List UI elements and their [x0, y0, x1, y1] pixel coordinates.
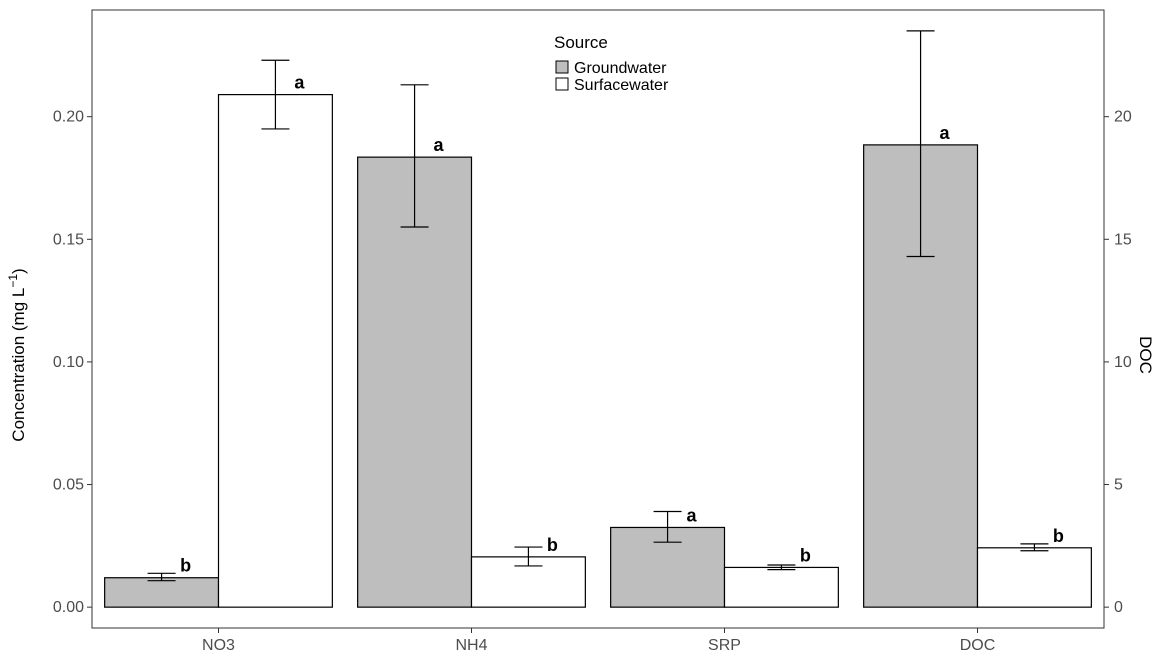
y2-tick-label-2: 10 — [1114, 354, 1132, 371]
bar-groundwater-no3 — [104, 577, 220, 608]
y-axis-title-superscript: −1 — [6, 274, 20, 288]
legend-key-surfacewater — [555, 77, 569, 91]
x-tick-label-no3: NO3 — [202, 637, 235, 654]
significance-labels-group: b a a a a b b b — [180, 73, 1064, 576]
y-axis-right: 0 5 10 15 20 — [1104, 109, 1132, 616]
legend-title: Source — [554, 33, 608, 52]
y-tick-label-0: 0.00 — [53, 599, 84, 616]
significance-label-surfacewater-srp: b — [800, 545, 811, 565]
bar-surfacewater-srp — [723, 566, 839, 608]
y-axis-title: Concentration (mg L−1) — [6, 268, 28, 441]
errorbars-group — [147, 30, 1049, 582]
y-axis-left: 0.00 0.05 0.10 0.15 0.20 — [53, 109, 92, 616]
y-axis-title-close: ) — [9, 268, 28, 274]
bar-surfacewater-doc — [976, 547, 1092, 608]
x-tick-label-srp: SRP — [708, 637, 741, 654]
y2-tick-label-4: 20 — [1114, 109, 1132, 126]
legend-key-groundwater — [555, 60, 569, 74]
y2-axis-title: DOC — [1136, 336, 1155, 374]
legend-label-groundwater: Groundwater — [574, 60, 667, 77]
significance-label-groundwater-no3: b — [180, 556, 191, 576]
legend: Source Groundwater Surfacewater — [554, 33, 669, 94]
legend-label-surfacewater: Surfacewater — [574, 77, 669, 94]
y-tick-label-3: 0.15 — [53, 231, 84, 248]
x-axis: NO3 NH4 SRP DOC — [202, 628, 995, 654]
bar-surfacewater-no3 — [217, 94, 333, 608]
y-tick-label-4: 0.20 — [53, 109, 84, 126]
significance-label-groundwater-nh4: a — [434, 135, 445, 155]
y2-tick-label-3: 15 — [1114, 231, 1132, 248]
y2-tick-label-1: 5 — [1114, 477, 1123, 494]
x-tick-label-nh4: NH4 — [455, 637, 487, 654]
y-tick-label-2: 0.10 — [53, 354, 84, 371]
significance-label-surfacewater-no3: a — [294, 73, 305, 93]
x-tick-label-doc: DOC — [960, 637, 996, 654]
y-tick-label-1: 0.05 — [53, 477, 84, 494]
significance-label-surfacewater-nh4: b — [547, 535, 558, 555]
y-axis-title-main: Concentration (mg L — [9, 288, 28, 442]
significance-label-groundwater-doc: a — [940, 123, 951, 143]
significance-label-surfacewater-doc: b — [1053, 526, 1064, 546]
y2-tick-label-0: 0 — [1114, 599, 1123, 616]
significance-label-groundwater-srp: a — [687, 505, 698, 525]
